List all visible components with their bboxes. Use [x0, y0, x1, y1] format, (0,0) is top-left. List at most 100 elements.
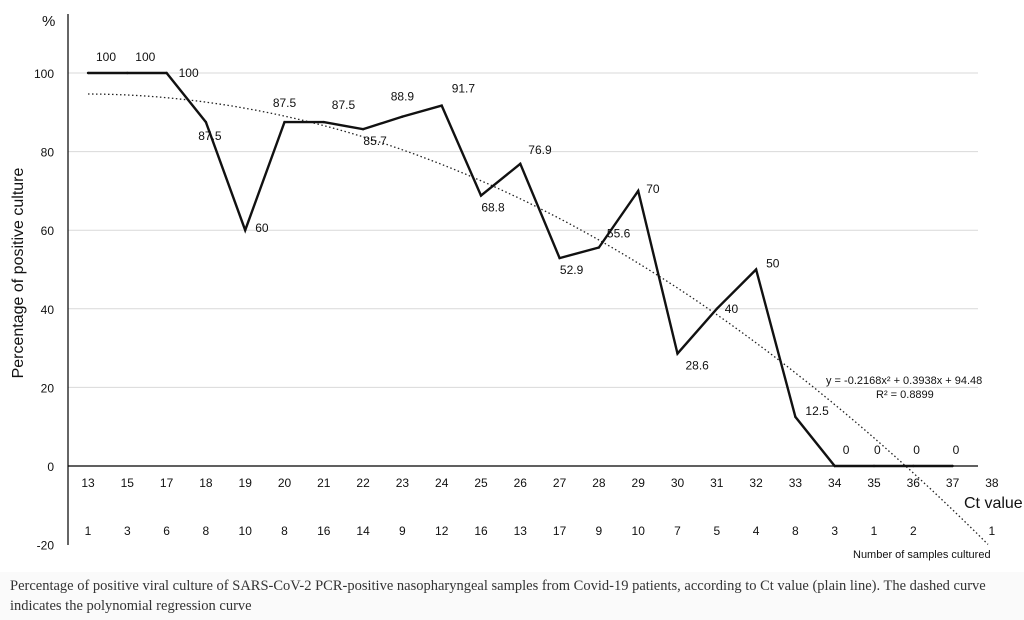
x-tick-label: 15	[121, 476, 135, 490]
samples-count-label: 17	[553, 524, 567, 538]
samples-count-label: 2	[910, 524, 917, 538]
x-tick-label: 37	[946, 476, 960, 490]
series-group	[86, 71, 954, 468]
data-point	[479, 194, 483, 197]
data-point	[322, 120, 325, 124]
x-tick-label: 36	[907, 476, 921, 490]
samples-axis-title: Number of samples cultured	[853, 549, 991, 561]
data-label: 100	[135, 50, 155, 64]
x-tick-label: 24	[435, 476, 449, 490]
x-axis-title: Ct value	[964, 495, 1023, 512]
data-point	[440, 104, 443, 107]
data-point	[361, 127, 365, 131]
data-labels: 100 100 100 87.5 60 87.5 87.5 85.7 88.9 91.7 68.8 7…	[96, 50, 960, 457]
trend-equation: y = -0.2168x² + 0.3938x + 94.48	[826, 375, 982, 387]
data-point	[872, 464, 876, 468]
x-tick-label: 33	[789, 476, 803, 490]
data-point	[126, 71, 129, 75]
y-tick-label: 100	[34, 67, 54, 81]
data-point	[597, 246, 601, 249]
y-tick-label: 40	[41, 303, 55, 317]
x-tick-label: 27	[553, 476, 567, 490]
x-tick-label: 17	[160, 476, 174, 490]
x-tick-label: 19	[239, 476, 253, 490]
samples-count-label: 14	[356, 524, 370, 538]
data-label: 70	[646, 182, 660, 196]
samples-count-label: 13	[514, 524, 528, 538]
data-point	[165, 71, 168, 75]
x-tick-label: 34	[828, 476, 842, 490]
data-label: 0	[874, 443, 881, 457]
chart-area: 100 100 100 87.5 60 87.5 87.5 85.7 88.9 91.7 68.8 7…	[10, 13, 1023, 561]
data-label: 55.6	[607, 226, 631, 240]
data-label: 12.5	[805, 404, 829, 418]
samples-count-label: 1	[989, 524, 996, 538]
x-tick-label: 22	[356, 476, 370, 490]
x-tick-label: 30	[671, 476, 685, 490]
data-label: 88.9	[391, 90, 415, 104]
y-tick-label: 80	[41, 146, 55, 160]
samples-count-label: 8	[281, 524, 288, 538]
data-label: 52.9	[560, 263, 584, 277]
data-label: 91.7	[452, 82, 476, 96]
data-label: 28.6	[686, 359, 710, 373]
samples-count-label: 9	[596, 524, 603, 538]
y-tick-label: -20	[37, 539, 55, 553]
x-tick-label: 26	[514, 476, 528, 490]
x-tick-label: 32	[749, 476, 763, 490]
data-point	[558, 256, 561, 260]
x-tick-label: 21	[317, 476, 331, 490]
data-point	[912, 464, 915, 468]
data-label: 85.7	[363, 134, 387, 148]
samples-count-label: 4	[753, 524, 760, 538]
samples-count-label: 3	[124, 524, 131, 538]
x-tick-label: 23	[396, 476, 410, 490]
figure-caption: Percentage of positive viral culture of …	[10, 578, 986, 614]
data-label: 87.5	[273, 96, 297, 110]
trend-r-squared: R² = 0.8899	[876, 389, 934, 401]
data-point	[754, 268, 758, 271]
samples-count-label: 3	[831, 524, 838, 538]
data-label: 68.8	[481, 201, 505, 215]
data-point	[794, 415, 797, 419]
data-label: 87.5	[198, 129, 222, 143]
data-point	[715, 307, 718, 310]
data-point	[833, 464, 836, 468]
tick-labels: -200204060801001311531761881910208211622…	[34, 67, 999, 553]
trendline-group	[88, 93, 989, 545]
x-tick-label: 20	[278, 476, 292, 490]
x-tick-label: 25	[474, 476, 488, 490]
data-label: 100	[179, 66, 199, 80]
y-tick-label: 20	[41, 381, 55, 395]
samples-count-label: 9	[399, 524, 406, 538]
x-tick-label: 28	[592, 476, 606, 490]
x-tick-label: 38	[985, 476, 999, 490]
data-label: 50	[766, 257, 780, 271]
data-label: 87.5	[332, 98, 356, 112]
gridlines	[68, 72, 978, 388]
data-point	[86, 71, 90, 75]
samples-count-label: 1	[871, 524, 878, 538]
x-tick-label: 29	[632, 476, 646, 490]
data-point	[244, 229, 247, 232]
samples-count-label: 1	[85, 524, 92, 538]
samples-count-label: 12	[435, 524, 449, 538]
data-label: 0	[843, 443, 850, 457]
y-tick-label: 60	[41, 224, 55, 238]
samples-count-label: 7	[674, 524, 681, 538]
axes	[67, 14, 978, 545]
data-point	[283, 120, 286, 124]
data-point	[637, 189, 640, 193]
y-axis-title: Percentage of positive culture	[10, 168, 27, 379]
y-tick-label: 0	[47, 460, 54, 474]
samples-count-label: 16	[474, 524, 488, 538]
y-unit-label: %	[42, 13, 55, 30]
x-tick-label: 18	[199, 476, 213, 490]
data-label: 0	[913, 443, 920, 457]
samples-count-label: 10	[239, 524, 253, 538]
x-tick-label: 35	[867, 476, 881, 490]
data-label: 76.9	[528, 143, 552, 157]
data-point	[204, 120, 208, 124]
x-tick-label: 31	[710, 476, 724, 490]
